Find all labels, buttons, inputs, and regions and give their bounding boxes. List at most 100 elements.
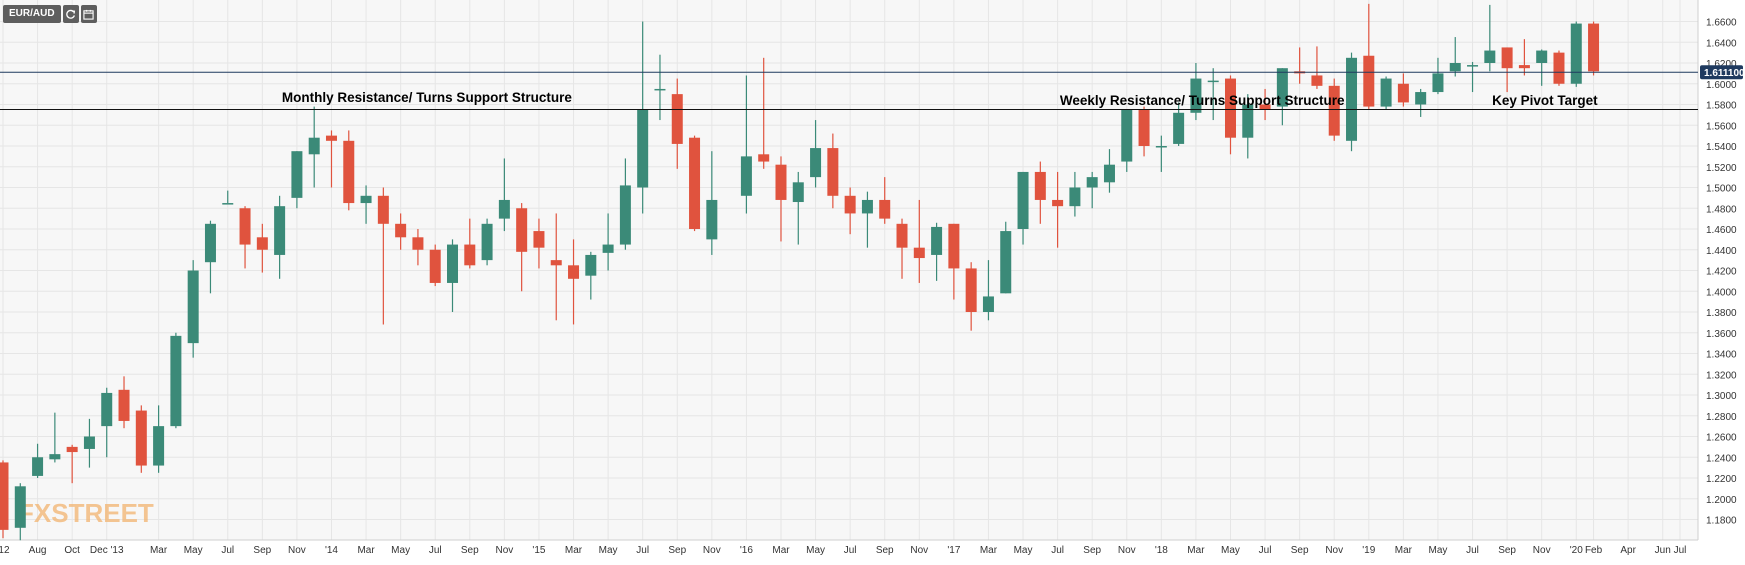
- y-tick-label: 1.5800: [1706, 101, 1737, 112]
- candle-body: [1224, 78, 1236, 138]
- x-tick-label: Sep: [461, 545, 479, 556]
- candle-body: [1570, 23, 1582, 84]
- candle-body: [879, 199, 891, 219]
- x-tick-label: Sep: [876, 545, 894, 556]
- x-tick-label: Sep: [1498, 545, 1516, 556]
- x-tick-label: Jul: [844, 545, 857, 556]
- candle-body: [101, 392, 113, 427]
- candle-body: [274, 206, 286, 255]
- candle-body: [1259, 104, 1271, 110]
- candle-body: [1173, 112, 1185, 144]
- x-tick-label: Jul: [429, 545, 442, 556]
- candle-body: [706, 199, 718, 240]
- x-tick-label: '19: [1362, 545, 1375, 556]
- x-tick-label: Jul: [221, 545, 234, 556]
- y-tick-label: 1.5200: [1706, 163, 1737, 174]
- candle-body: [1155, 146, 1167, 148]
- candle-body: [222, 203, 234, 205]
- candle-body: [256, 237, 268, 250]
- x-tick-label: Jul: [1259, 545, 1272, 556]
- candle-body: [689, 137, 701, 229]
- candle-body: [83, 436, 95, 449]
- x-tick-label: Nov: [495, 545, 513, 556]
- candle-body: [1311, 75, 1323, 86]
- y-tick-label: 1.4000: [1706, 287, 1737, 298]
- x-tick-label: Dec '13: [90, 545, 124, 556]
- candle-body: [1242, 104, 1254, 138]
- x-tick-label: Nov: [1325, 545, 1343, 556]
- x-tick-label: Mar: [772, 545, 790, 556]
- candle-body: [1432, 73, 1444, 93]
- candle-body: [66, 446, 78, 453]
- x-tick-label: Jul: [1051, 545, 1064, 556]
- candle-body: [896, 223, 908, 248]
- candle-body: [827, 148, 839, 196]
- candle-body: [343, 140, 355, 204]
- candle-body: [1069, 187, 1081, 207]
- candle-body: [1363, 55, 1375, 107]
- x-tick-label: Sep: [1083, 545, 1101, 556]
- candle-body: [308, 137, 320, 155]
- y-tick-label: 1.2800: [1706, 412, 1737, 423]
- candle-body: [204, 223, 216, 263]
- x-tick-label: '18: [1155, 545, 1168, 556]
- x-tick-label: Mar: [357, 545, 375, 556]
- candle-body: [1190, 78, 1202, 113]
- candle-body: [239, 208, 251, 245]
- candle-body: [170, 335, 182, 427]
- y-tick-label: 1.5400: [1706, 142, 1737, 153]
- candle-body: [1536, 50, 1548, 63]
- x-tick-label: Oct: [64, 545, 80, 556]
- candle-body: [982, 296, 994, 312]
- y-tick-label: 1.1800: [1706, 516, 1737, 527]
- current-price-label: 1.611100: [1704, 68, 1745, 79]
- candle-body: [1553, 52, 1565, 84]
- x-tick-label: Aug: [29, 545, 47, 556]
- x-tick-label: Apr: [1620, 545, 1636, 556]
- x-tick-label: '16: [740, 545, 753, 556]
- x-tick-label: Nov: [703, 545, 721, 556]
- candle-body: [585, 254, 597, 276]
- candle-body: [671, 94, 683, 144]
- candle-body: [844, 195, 856, 214]
- calendar-button[interactable]: [80, 5, 97, 23]
- x-tick-label: '20: [1570, 545, 1583, 556]
- candle-body: [775, 164, 787, 200]
- candle-body: [1397, 83, 1409, 103]
- symbol-selector[interactable]: EUR/AUD: [3, 5, 61, 23]
- candle-body: [516, 208, 528, 252]
- calendar-icon: [83, 9, 94, 20]
- x-tick-label: Mar: [1187, 545, 1205, 556]
- candle-body: [360, 195, 372, 204]
- x-axis-area: [0, 540, 1698, 565]
- refresh-button[interactable]: [62, 5, 79, 23]
- candle-body: [948, 223, 960, 269]
- x-tick-label: Mar: [565, 545, 583, 556]
- candle-body: [498, 199, 510, 219]
- y-tick-label: 1.3200: [1706, 370, 1737, 381]
- candle-body: [1449, 63, 1461, 72]
- x-tick-label: Sep: [1291, 545, 1309, 556]
- x-tick-label: Nov: [1533, 545, 1551, 556]
- y-tick-label: 1.2400: [1706, 453, 1737, 464]
- candle-body: [810, 148, 822, 178]
- x-tick-label: '15: [532, 545, 545, 556]
- annotation-label: Weekly Resistance/ Turns Support Structu…: [1060, 93, 1345, 108]
- candle-body: [447, 244, 459, 283]
- candle-body: [1588, 23, 1600, 72]
- candle-body: [568, 265, 580, 279]
- chart-toolbar: EUR/AUD: [3, 5, 97, 23]
- x-tick-label: Jun: [1655, 545, 1671, 556]
- candle-body: [1467, 65, 1479, 67]
- x-tick-label: '17: [947, 545, 960, 556]
- x-tick-label: Mar: [1395, 545, 1413, 556]
- y-tick-label: 1.6000: [1706, 80, 1737, 91]
- y-tick-label: 1.4800: [1706, 204, 1737, 215]
- candle-body: [135, 410, 147, 466]
- candle-body: [187, 270, 199, 344]
- candle-body: [533, 231, 545, 248]
- candle-body: [1484, 50, 1496, 63]
- y-tick-label: 1.6200: [1706, 59, 1737, 70]
